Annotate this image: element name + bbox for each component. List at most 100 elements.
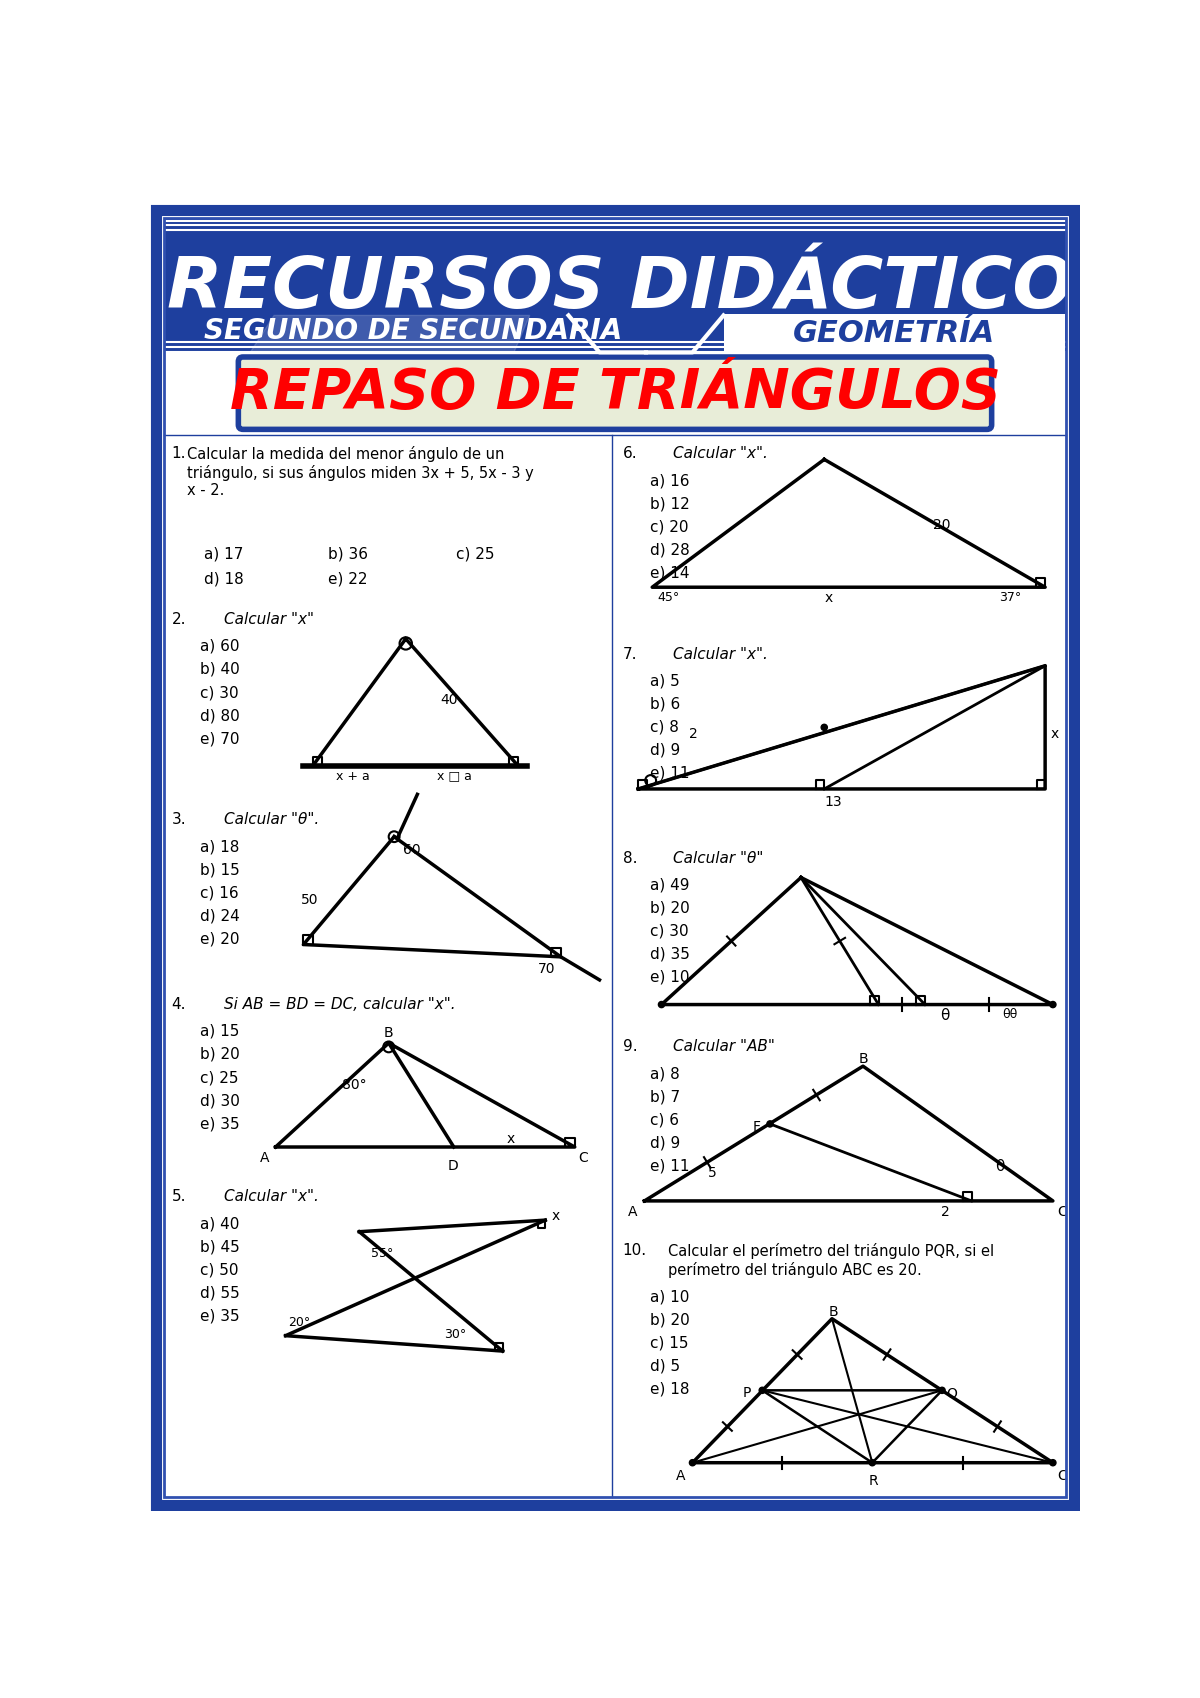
Text: 20: 20 [932,518,950,531]
Text: Calcular la medida del menor ángulo de un
triángulo, si sus ángulos miden 3x + 5: Calcular la medida del menor ángulo de u… [187,447,534,498]
Text: Calcular el perímetro del triángulo PQR, si el
perímetro del triángulo ABC es 20: Calcular el perímetro del triángulo PQR,… [667,1243,994,1279]
Text: a) 8: a) 8 [650,1066,679,1082]
Circle shape [767,1121,773,1127]
FancyBboxPatch shape [239,357,991,430]
Text: b) 12: b) 12 [650,496,690,511]
Text: a) 40: a) 40 [200,1216,240,1231]
Text: e) 35: e) 35 [200,1309,240,1324]
Circle shape [760,1387,766,1394]
Text: e) 11: e) 11 [650,766,689,781]
Text: x + a: x + a [336,769,370,783]
Text: d) 18: d) 18 [204,571,244,586]
Text: d) 9: d) 9 [650,742,680,757]
Text: e) 35: e) 35 [200,1116,240,1131]
Text: d) 28: d) 28 [650,543,690,557]
Text: c) 6: c) 6 [650,1112,679,1127]
Text: A: A [628,1206,637,1219]
Text: 2.: 2. [172,611,186,627]
Text: 13: 13 [824,795,842,810]
Circle shape [659,1002,665,1007]
Text: x: x [824,591,833,604]
Text: a) 49: a) 49 [650,878,689,893]
Text: c) 30: c) 30 [650,924,689,939]
Text: c) 20: c) 20 [650,520,689,535]
Text: d) 55: d) 55 [200,1285,240,1301]
Text: R: R [869,1474,878,1487]
Text: a) 15: a) 15 [200,1024,240,1039]
Text: e) 14: e) 14 [650,565,689,581]
Text: x □ a: x □ a [437,769,472,783]
Circle shape [1050,1002,1056,1007]
Text: 60: 60 [403,842,421,857]
Text: e) 70: e) 70 [200,732,240,745]
Text: c) 30: c) 30 [200,684,239,700]
Text: b) 20: b) 20 [650,1313,690,1328]
Text: c) 16: c) 16 [200,885,239,900]
Bar [164,217,1066,353]
Text: Calcular "x": Calcular "x" [223,611,313,627]
Text: C: C [1057,1206,1067,1219]
Text: c) 25: c) 25 [200,1070,239,1085]
Circle shape [938,1387,946,1394]
Text: a) 5: a) 5 [650,674,679,688]
Text: e) 22: e) 22 [329,571,367,586]
Text: 1.: 1. [172,447,186,462]
Text: 4.: 4. [172,997,186,1012]
Text: b) 20: b) 20 [200,1048,240,1061]
Text: 5: 5 [708,1167,716,1180]
Circle shape [821,725,827,730]
Text: d) 80: d) 80 [200,708,240,723]
Text: b) 6: b) 6 [650,696,680,711]
Text: Si AB = BD = DC, calcular "x".: Si AB = BD = DC, calcular "x". [223,997,455,1012]
Text: e) 18: e) 18 [650,1382,689,1397]
Text: b) 45: b) 45 [200,1240,240,1255]
Text: c) 25: c) 25 [456,547,494,562]
Text: x: x [506,1131,515,1146]
Text: e) 20: e) 20 [200,932,240,946]
Text: 37°: 37° [998,591,1021,604]
Text: 55°: 55° [371,1246,394,1260]
Text: b) 40: b) 40 [200,662,240,678]
Text: θ: θ [995,1158,1004,1173]
Text: C: C [1057,1469,1067,1482]
Text: C: C [578,1151,588,1165]
Text: F: F [752,1121,761,1134]
Text: 3.: 3. [172,812,186,827]
Text: c) 8: c) 8 [650,720,679,735]
Text: B: B [828,1304,838,1319]
Circle shape [689,1460,696,1465]
Text: Q: Q [946,1387,956,1401]
Bar [724,314,1064,353]
Text: 30°: 30° [444,1328,467,1341]
Text: Calcular "θ": Calcular "θ" [673,851,763,866]
Text: 20°: 20° [288,1316,311,1330]
Text: 80°: 80° [342,1078,367,1092]
Text: d) 24: d) 24 [200,908,240,924]
Text: A: A [260,1151,270,1165]
Text: a) 60: a) 60 [200,638,240,654]
Text: Calcular "AB": Calcular "AB" [673,1039,775,1054]
Text: e) 10: e) 10 [650,970,689,985]
Text: RECURSOS DIDÁCTICOS: RECURSOS DIDÁCTICOS [167,255,1126,323]
Text: 5.: 5. [172,1189,186,1204]
Text: b) 7: b) 7 [650,1088,680,1104]
Text: 45°: 45° [658,591,680,604]
Text: a) 18: a) 18 [200,839,240,854]
Text: d) 35: d) 35 [650,947,690,961]
Text: Calcular "x".: Calcular "x". [673,647,768,662]
Text: x: x [1050,727,1058,742]
Text: GEOMETRÍA: GEOMETRÍA [793,319,995,348]
Text: 9.: 9. [623,1039,637,1054]
Text: d) 30: d) 30 [200,1094,240,1109]
Text: b) 15: b) 15 [200,863,240,878]
Text: Calcular "x".: Calcular "x". [673,447,768,462]
Text: 6.: 6. [623,447,637,462]
Text: D: D [448,1158,458,1173]
Text: 50: 50 [301,893,319,907]
Circle shape [1050,1460,1056,1465]
Text: B: B [859,1053,869,1066]
Circle shape [869,1460,876,1465]
Text: θθ: θθ [1002,1009,1018,1022]
Text: SEGUNDO DE SECUNDARIA: SEGUNDO DE SECUNDARIA [204,318,623,345]
Text: REPASO DE TRIÁNGULOS: REPASO DE TRIÁNGULOS [229,367,1001,419]
